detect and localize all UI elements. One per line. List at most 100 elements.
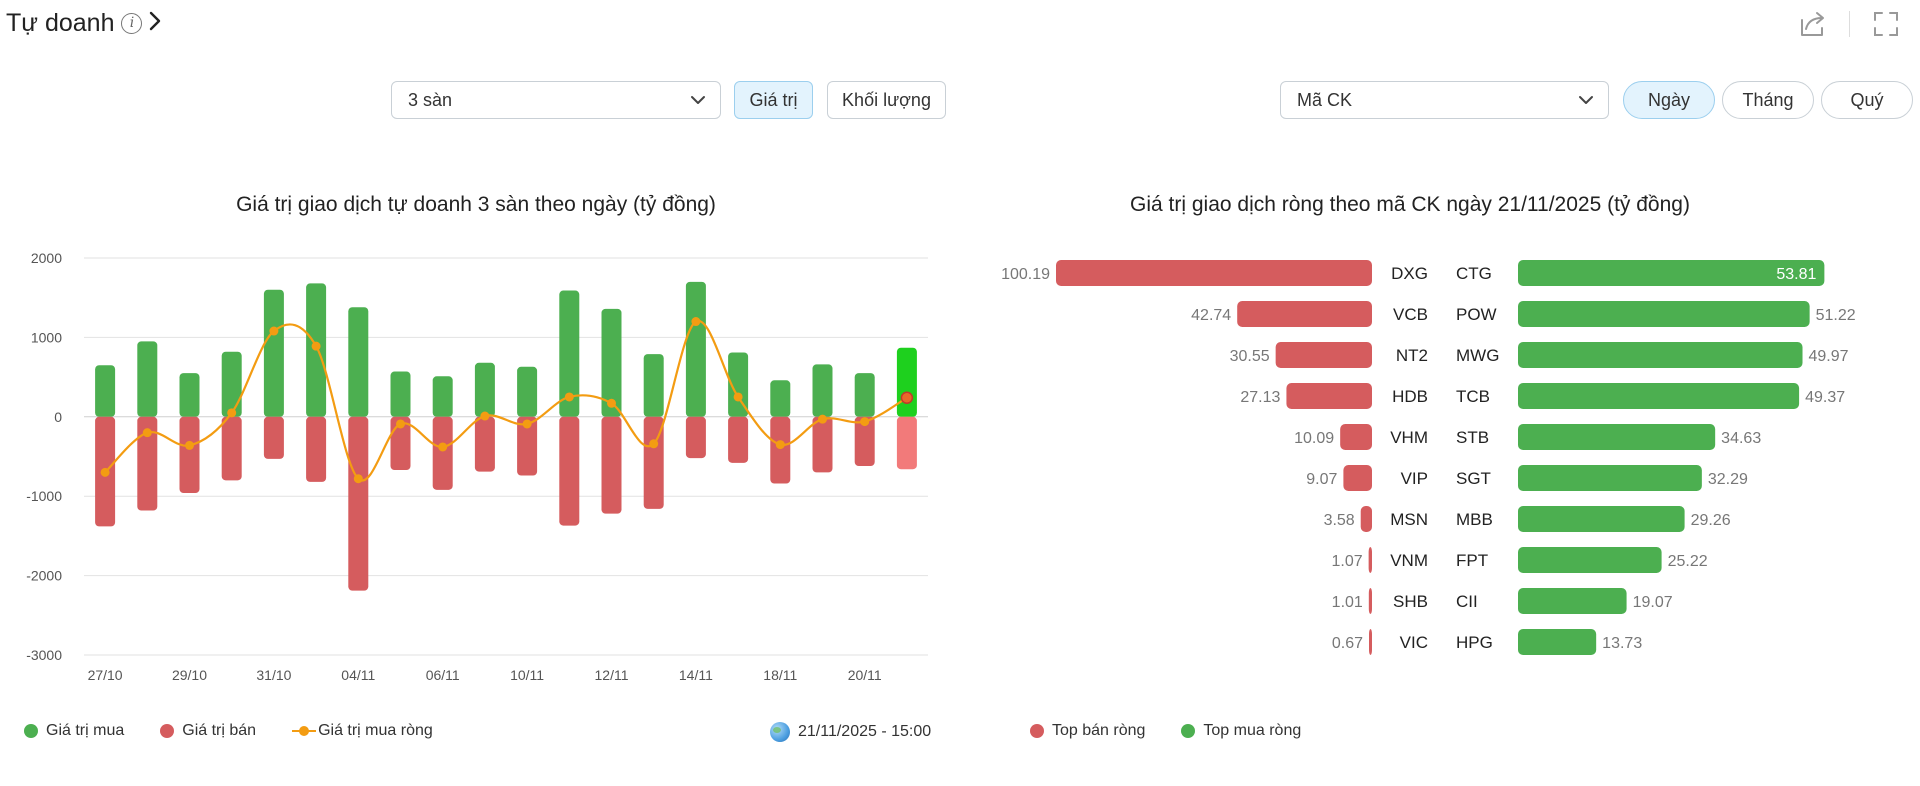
sell-bar [1340, 424, 1372, 450]
sell-value-label: 1.07 [1331, 553, 1362, 570]
buy-bar [685, 281, 706, 417]
sell-ticker-label: SHB [1393, 592, 1428, 611]
net-point [649, 439, 659, 449]
sell-ticker-label: VCB [1393, 305, 1428, 324]
sell-bar [1343, 465, 1372, 491]
ticker-select[interactable]: Mã CK [1280, 81, 1609, 119]
x-tick-label: 29/10 [172, 667, 207, 683]
share-icon[interactable] [1795, 6, 1831, 42]
day-button[interactable]: Ngày [1623, 81, 1715, 119]
legend-net-line [292, 724, 317, 738]
sell-value-label: 42.74 [1191, 307, 1231, 324]
net-point [607, 398, 616, 408]
buy-bar [517, 366, 538, 417]
legend-sell-label: Giá trị bán [182, 722, 257, 739]
volume-button[interactable]: Khối lượng [827, 81, 946, 119]
toolbar-divider [1849, 11, 1850, 37]
buy-bar [137, 341, 158, 417]
sell-value-label: 100.19 [1001, 266, 1050, 283]
x-tick-label: 10/11 [510, 667, 544, 683]
y-tick-label: -2000 [26, 568, 62, 584]
buy-ticker-label: CTG [1456, 264, 1492, 283]
legend-item-top-buy[interactable]: Top mua ròng [1181, 722, 1301, 740]
buy-bar [812, 364, 833, 417]
net-point [438, 442, 448, 452]
buy-value-label: 53.81 [1776, 266, 1816, 283]
net-point [564, 392, 574, 402]
x-tick-label: 14/11 [679, 667, 713, 683]
x-tick-label: 27/10 [88, 667, 123, 683]
buy-value-label: 25.22 [1668, 553, 1708, 570]
chevron-right-icon[interactable] [148, 10, 162, 37]
exchange-select-value: 3 sàn [408, 90, 453, 110]
buy-ticker-label: TCB [1456, 387, 1490, 406]
sell-bar [474, 416, 495, 472]
legend-top-sell-label: Top bán ròng [1052, 722, 1146, 739]
buy-value-label: 34.63 [1721, 430, 1761, 447]
sell-bar [559, 416, 580, 526]
quarter-button[interactable]: Quý [1821, 81, 1913, 119]
sell-ticker-label: HDB [1392, 387, 1428, 406]
buy-bar [728, 352, 749, 417]
sell-value-label: 1.01 [1332, 594, 1363, 611]
sell-value-label: 30.55 [1230, 348, 1270, 365]
buy-bar [95, 365, 116, 417]
buy-value-label: 29.26 [1691, 512, 1731, 529]
buy-value-label: 19.07 [1633, 594, 1673, 611]
legend-item-sell[interactable]: Giá trị bán [160, 722, 256, 740]
buy-bar [601, 308, 622, 417]
buy-ticker-label: SGT [1456, 469, 1491, 488]
buy-ticker-label: POW [1456, 305, 1497, 324]
buy-bar [854, 373, 875, 417]
buy-bar [1518, 260, 1825, 286]
net-point [100, 467, 110, 477]
buy-bar [348, 307, 369, 417]
legend-top-sell-dot [1030, 724, 1044, 738]
buy-bar [1518, 301, 1810, 327]
month-button[interactable]: Tháng [1722, 81, 1814, 119]
sell-bar [685, 416, 706, 459]
buy-ticker-label: HPG [1456, 633, 1493, 652]
info-circle-icon[interactable]: i [121, 12, 143, 34]
net-point [818, 414, 827, 424]
buy-bar [643, 354, 664, 417]
legend-item-top-sell[interactable]: Top bán ròng [1030, 722, 1145, 740]
sell-bar [1056, 260, 1372, 286]
sell-bar [1286, 383, 1372, 409]
net-point [691, 317, 701, 327]
sell-bar [854, 416, 875, 467]
y-tick-label: 2000 [31, 250, 62, 266]
sell-bar [1360, 506, 1372, 532]
sell-ticker-label: VHM [1390, 428, 1428, 447]
value-button[interactable]: Giá trị [734, 81, 813, 119]
sell-bar [643, 416, 664, 509]
buy-ticker-label: MBB [1456, 510, 1493, 529]
exchange-select[interactable]: 3 sàn [391, 81, 721, 119]
net-point [522, 419, 532, 429]
buy-bar [896, 347, 917, 417]
y-tick-label: -3000 [26, 647, 62, 663]
buy-ticker-label: MWG [1456, 346, 1499, 365]
net-point [900, 391, 914, 404]
sell-bar [348, 416, 369, 591]
legend-top-buy-dot [1181, 724, 1196, 738]
legend-item-buy[interactable]: Giá trị mua [24, 722, 124, 740]
sell-bar [1368, 547, 1372, 573]
fullscreen-icon[interactable] [1868, 6, 1904, 42]
buy-bar [559, 290, 580, 417]
left-chart-title: Giá trị giao dịch tự doanh 3 sàn theo ng… [236, 193, 716, 216]
daily-value-chart: 2000 1000 0 -1000 -2000 -3000 27/10 29/10 31/10 0… [26, 250, 928, 683]
sell-bar [601, 416, 622, 514]
x-tick-label: 12/11 [595, 667, 629, 683]
legend-buy-dot [24, 724, 38, 738]
sell-ticker-label: VIC [1400, 633, 1428, 652]
sell-bar [517, 416, 538, 476]
sell-bar [812, 416, 833, 473]
legend-item-net[interactable]: Giá trị mua ròng [292, 722, 433, 740]
globe-icon [770, 722, 790, 742]
legend-top-buy-label: Top mua ròng [1203, 722, 1302, 739]
ticker-net-chart: 100.19 DXG 42.74 VCB 30.55 NT2 27.13 HDB 10.09 VH… [1001, 260, 1856, 655]
buy-bar [1518, 465, 1702, 491]
buy-bar [1518, 383, 1800, 409]
sell-bar [390, 416, 411, 470]
